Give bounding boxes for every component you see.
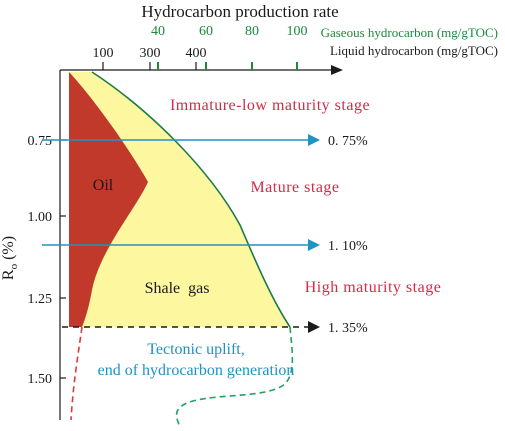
top-axis-arrowhead (331, 65, 343, 75)
gaseous-hydrocarbon-label: Gaseous hydrocarbon (mg/gTOC) (321, 25, 498, 40)
oil-region (69, 72, 148, 327)
threshold-arrowhead-1.10 (308, 239, 320, 251)
ro-axis-title-main: R (0, 269, 17, 280)
ro-axis-title: Ro (%) (0, 236, 20, 280)
ro-axis-label-0.75: 0.75 (28, 134, 53, 149)
tectonic-uplift-line2: end of hydrocarbon generation (98, 362, 295, 379)
liquid-hydrocarbon-label: Liquid hydrocarbon (mg/gTOC) (330, 43, 498, 58)
oil-label: Oil (93, 177, 114, 194)
ro-axis-title-unit: (%) (0, 236, 17, 264)
shale-gas-label: Shale gas (145, 280, 210, 297)
threshold-arrowhead-0.75 (308, 134, 320, 146)
threshold-arrowhead-1.35 (308, 321, 320, 333)
gas-axis-tick-100: 100 (287, 24, 308, 39)
threshold-label-0.75: 0. 75% (328, 134, 368, 149)
stage-high-maturity-label: High maturity stage (305, 279, 442, 296)
ro-axis-label-1.25: 1.25 (28, 292, 53, 307)
gas-dashed-continuation (175, 326, 294, 429)
gas-production-curve (91, 71, 291, 328)
ro-axis-label-1.00: 1.00 (28, 210, 53, 225)
stage-mature-label: Mature stage (250, 179, 339, 196)
diagram-title: Hydrocarbon production rate (141, 2, 338, 21)
gas-axis-tick-80: 80 (245, 24, 259, 39)
threshold-label-1.35: 1. 35% (328, 321, 368, 336)
liquid-axis-tick-400: 400 (186, 46, 207, 61)
stage-immature-label: Immature-low maturity stage (170, 97, 370, 114)
ro-axis-title-sub: o (8, 263, 20, 269)
oil-dashed-continuation (70, 326, 83, 421)
liquid-axis-tick-300: 300 (140, 46, 161, 61)
gas-axis-tick-60: 60 (199, 24, 213, 39)
gas-axis-tick-40: 40 (151, 24, 165, 39)
ro-axis-label-1.50: 1.50 (28, 372, 53, 387)
liquid-axis-tick-100: 100 (93, 46, 114, 61)
threshold-label-1.10: 1. 10% (328, 239, 368, 254)
shale-gas-region (69, 72, 290, 327)
tectonic-uplift-line1: Tectonic uplift, (147, 341, 245, 358)
